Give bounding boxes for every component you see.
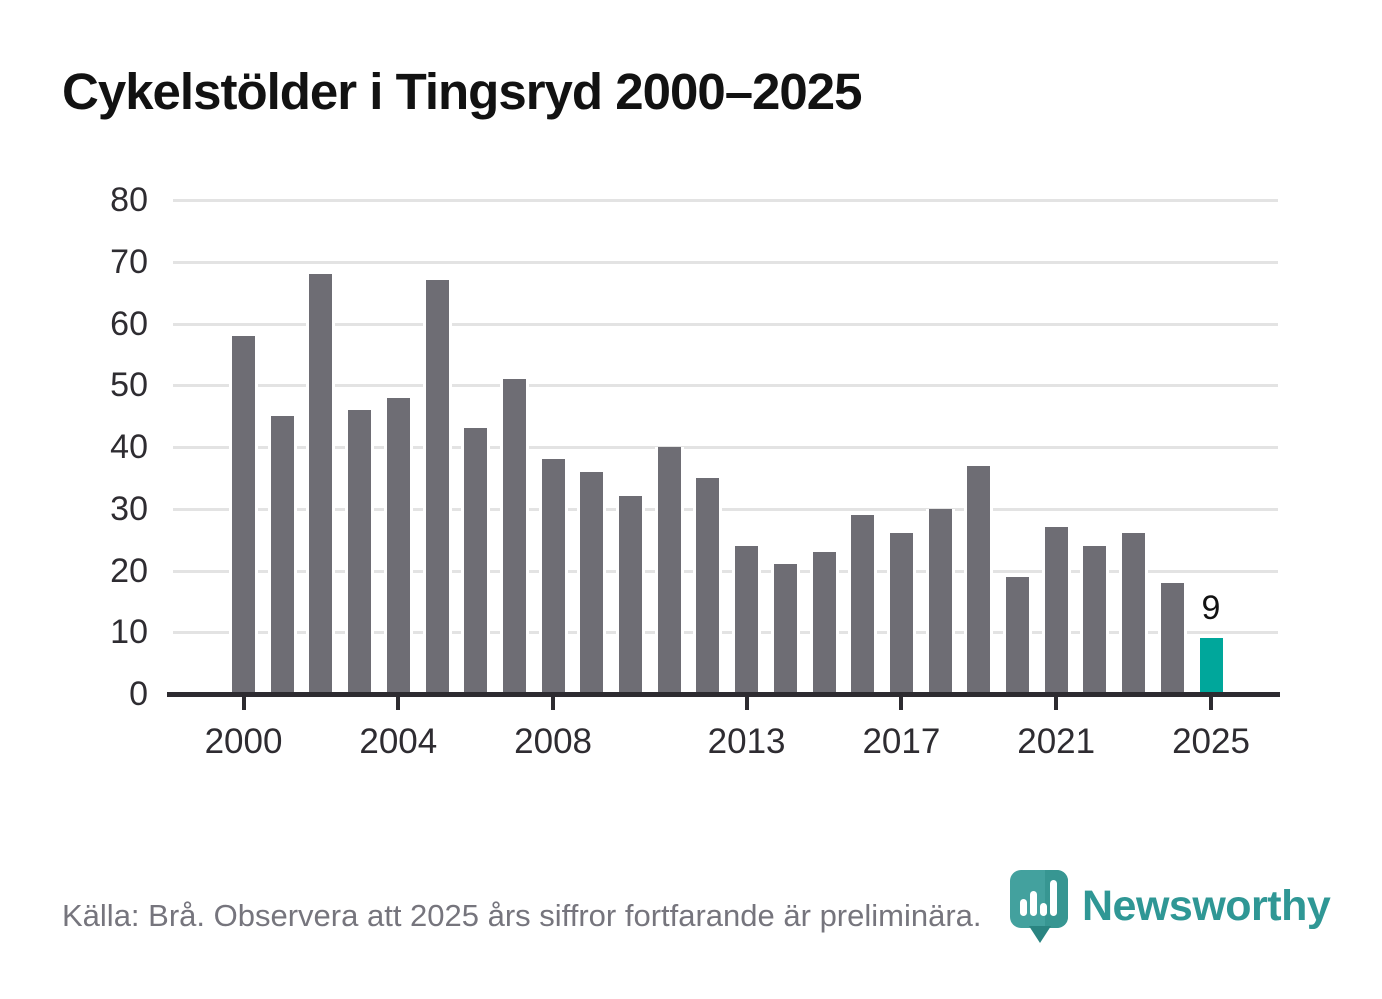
x-axis-tick — [1209, 697, 1213, 710]
x-axis-tick — [396, 697, 401, 710]
y-axis-tick-label: 50 — [110, 366, 148, 405]
bar — [229, 335, 258, 694]
bar — [422, 280, 452, 694]
bar-chart-plot-area: 9 — [173, 199, 1278, 694]
y-axis-tick-label: 80 — [110, 181, 148, 219]
bar — [616, 496, 645, 694]
gridline — [173, 631, 1278, 635]
gridline — [173, 446, 1278, 449]
gridline — [173, 384, 1278, 388]
newsworthy-pin-barchart-icon — [1010, 870, 1068, 943]
bar — [577, 471, 607, 694]
bar — [886, 533, 916, 694]
x-axis-tick — [241, 697, 246, 710]
x-axis-tick — [744, 697, 749, 710]
bar — [1157, 582, 1187, 694]
bar — [461, 428, 491, 694]
bar — [964, 465, 994, 694]
bar — [306, 274, 336, 694]
x-axis-tick-label: 2004 — [359, 722, 438, 761]
y-axis-tick-label: 60 — [110, 304, 148, 343]
x-axis-tick — [1054, 697, 1059, 710]
x-axis-tick-label: 2021 — [1017, 722, 1096, 761]
y-axis-tick-label: 40 — [110, 428, 148, 466]
bar — [809, 551, 839, 694]
bar — [267, 416, 297, 694]
bar — [848, 514, 878, 694]
bar — [383, 397, 413, 694]
y-axis-tick-label: 30 — [110, 489, 148, 528]
bar — [693, 477, 723, 694]
y-axis-tick-label: 10 — [110, 613, 148, 652]
bar — [732, 545, 762, 694]
x-axis-line — [167, 692, 1280, 697]
y-axis-tick-label: 70 — [110, 242, 148, 281]
x-axis-tick-label: 2000 — [204, 722, 283, 761]
gridline — [173, 260, 1278, 264]
y-axis-tick-label: 20 — [110, 551, 148, 590]
bar — [1119, 533, 1149, 694]
source-note: Källa: Brå. Observera att 2025 års siffr… — [62, 898, 982, 933]
bar — [1003, 576, 1032, 694]
newsworthy-logo: Newsworthy — [1008, 868, 1331, 944]
bar-highlighted — [1196, 638, 1226, 694]
x-axis-tick-label: 2008 — [514, 722, 593, 761]
bar — [654, 447, 684, 694]
x-axis-tick — [899, 697, 904, 710]
x-axis-tick-label: 2017 — [862, 722, 941, 761]
y-axis: 0 10 20 30 40 50 60 70 80 — [0, 0, 148, 999]
gridline — [173, 507, 1278, 511]
bar — [1041, 527, 1071, 694]
x-axis-tick-label: 2013 — [707, 722, 786, 761]
gridline — [173, 569, 1278, 573]
bar — [1080, 545, 1110, 694]
x-axis-tick-label: 2025 — [1172, 722, 1250, 761]
bar — [925, 508, 955, 694]
x-axis-tick — [551, 697, 556, 710]
bar — [345, 409, 375, 694]
bar — [538, 459, 568, 694]
bar — [770, 564, 800, 694]
bar — [499, 379, 529, 694]
gridline — [173, 199, 1278, 202]
chart-title: Cykelstölder i Tingsryd 2000–2025 — [62, 63, 863, 120]
bar-value-label: 9 — [1201, 589, 1221, 628]
y-axis-tick-label: 0 — [129, 675, 148, 713]
gridline — [173, 322, 1278, 326]
newsworthy-wordmark: Newsworthy — [1082, 881, 1331, 930]
